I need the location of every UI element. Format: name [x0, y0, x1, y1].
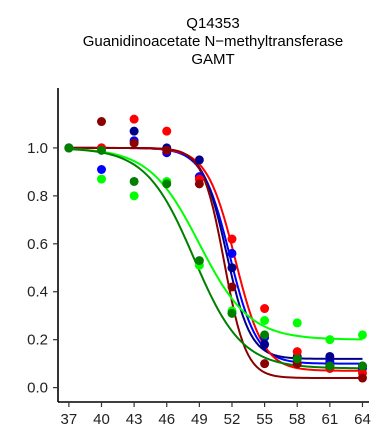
data-point	[358, 330, 367, 339]
title-line-protein-id: Q14353	[186, 15, 239, 32]
data-point	[293, 318, 302, 327]
data-point	[130, 191, 139, 200]
data-point	[195, 179, 204, 188]
data-point	[97, 146, 106, 155]
data-point	[130, 139, 139, 148]
data-point	[227, 235, 236, 244]
data-point	[97, 165, 106, 174]
data-point	[130, 177, 139, 186]
x-tick-label: 37	[61, 411, 78, 428]
data-point	[260, 330, 269, 339]
x-tick-label: 40	[93, 411, 110, 428]
x-tick-label: 61	[322, 411, 339, 428]
x-tick-label: 49	[191, 411, 208, 428]
data-point	[325, 362, 334, 371]
data-point	[293, 354, 302, 363]
fit-curve	[69, 148, 363, 359]
x-tick-label: 58	[289, 411, 306, 428]
fit-curve	[69, 149, 363, 368]
x-tick-label: 52	[224, 411, 241, 428]
fit-curve	[69, 148, 363, 378]
data-point	[162, 146, 171, 155]
data-point	[227, 263, 236, 272]
data-point	[130, 115, 139, 124]
fit-curve	[69, 149, 363, 339]
title-line-gene-name: GAMT	[191, 51, 234, 68]
x-tick-label: 55	[256, 411, 273, 428]
data-point	[162, 179, 171, 188]
data-point	[227, 249, 236, 258]
y-tick-label: 0.0	[27, 380, 48, 397]
title-line-protein-name: Guanidinoacetate N−methyltransferase	[83, 33, 344, 50]
chart-title: Q14353 Guanidinoacetate N−methyltransfer…	[83, 15, 344, 68]
data-point	[358, 362, 367, 371]
data-point	[130, 127, 139, 136]
y-tick-label: 0.8	[27, 188, 48, 205]
data-point	[325, 352, 334, 361]
y-tick-label: 0.4	[27, 284, 48, 301]
y-tick-label: 1.0	[27, 140, 48, 157]
x-tick-label: 43	[126, 411, 143, 428]
data-point	[227, 309, 236, 318]
data-point	[227, 282, 236, 291]
fit-curves	[69, 148, 363, 378]
data-point	[358, 374, 367, 383]
x-tick-label: 64	[354, 411, 371, 428]
y-tick-label: 0.6	[27, 236, 48, 253]
data-point	[260, 304, 269, 313]
data-point	[260, 316, 269, 325]
x-tick-label: 46	[158, 411, 175, 428]
fit-curve	[69, 148, 363, 364]
data-point	[260, 359, 269, 368]
data-point	[195, 155, 204, 164]
data-point	[195, 256, 204, 265]
data-point	[97, 117, 106, 126]
data-point	[260, 340, 269, 349]
y-tick-label: 0.2	[27, 332, 48, 349]
data-point	[97, 175, 106, 184]
data-point	[325, 335, 334, 344]
data-point	[162, 127, 171, 136]
data-point	[64, 143, 73, 152]
